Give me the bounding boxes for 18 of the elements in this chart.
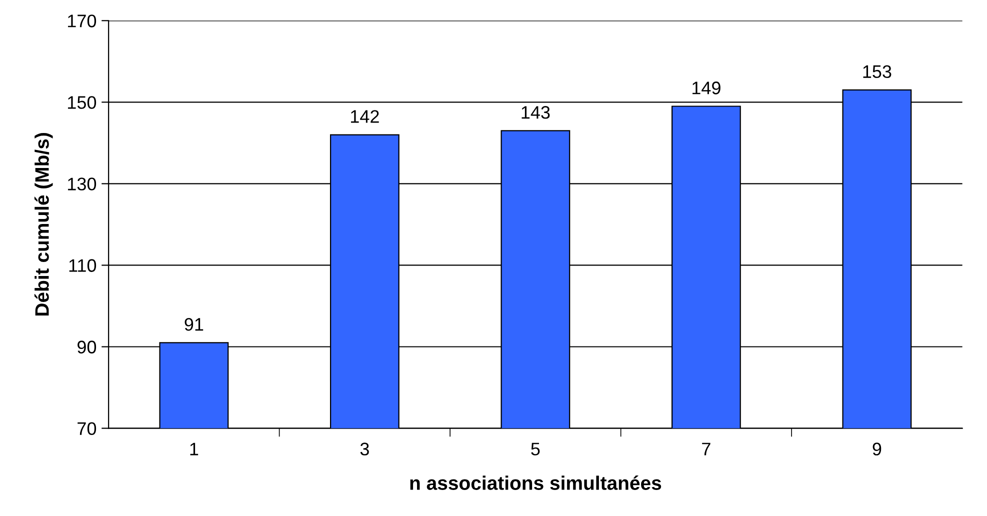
- x-axis-title: n associations simultanées: [410, 475, 662, 490]
- y-tick-label: 150: [68, 96, 96, 109]
- x-tick-label: 5: [531, 442, 540, 456]
- y-tick-label: 70: [78, 422, 96, 435]
- data-label: 142: [351, 110, 379, 123]
- y-axis-title: Débit cumulé (Mb/s): [34, 133, 53, 316]
- data-label: 143: [522, 106, 550, 119]
- y-tick-label: 90: [78, 340, 96, 354]
- x-tick-label: 7: [702, 442, 710, 456]
- data-label: 149: [692, 82, 720, 94]
- data-label: 91: [184, 318, 204, 331]
- data-label: 153: [863, 65, 892, 78]
- x-tick-label: 9: [872, 442, 882, 456]
- y-tick-label: 130: [68, 178, 96, 190]
- y-tick-label: 110: [69, 259, 96, 272]
- y-tick-label: 170: [68, 14, 96, 28]
- x-tick-label: 1: [190, 442, 198, 456]
- x-tick-label: 3: [360, 442, 369, 456]
